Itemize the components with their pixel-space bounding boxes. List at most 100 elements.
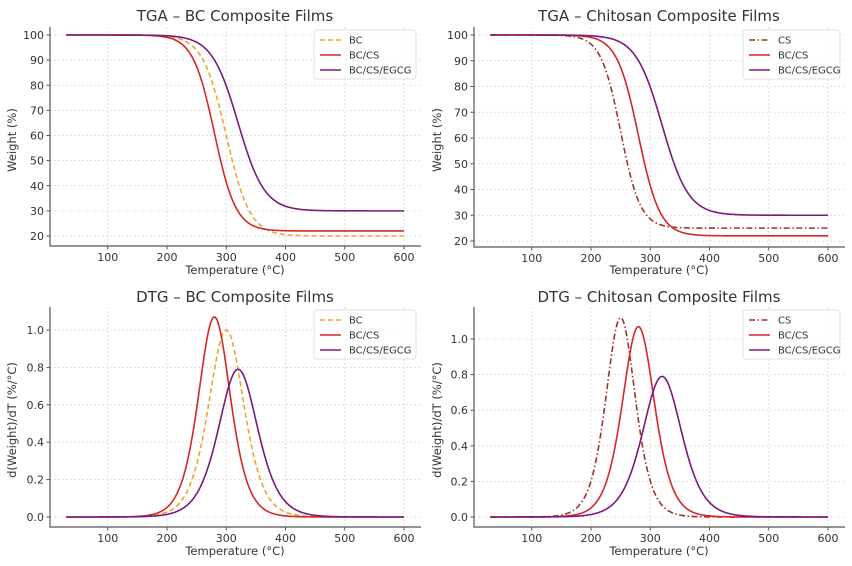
x-tick-label: 400: [275, 532, 296, 545]
legend-label: CS: [778, 316, 791, 327]
y-axis-label: Weight (%): [430, 108, 444, 172]
y-tick-label: 0.4: [451, 440, 469, 453]
x-tick-label: 600: [394, 532, 415, 545]
panel-tga-cs: TGA – Chitosan Composite Films Temperatu…: [430, 7, 845, 277]
axes-spine: [49, 27, 421, 247]
legend-frame: [742, 309, 841, 360]
x-axis-label: Temperature (°C): [608, 544, 708, 558]
x-tick-label: 600: [818, 532, 839, 545]
axes-spine: [49, 307, 421, 528]
axes-spine: [473, 27, 845, 248]
y-axis-label: d(Weight)/dT (%/°C): [5, 362, 19, 478]
panel-dtg-cs: DTG – Chitosan Composite Films Temperatu…: [430, 288, 845, 558]
legend-label: BC/CS/EGCG: [349, 66, 412, 77]
series-line-bc-cs-egcg: [490, 375, 828, 518]
chart-title: TGA – BC Composite Films: [136, 7, 334, 25]
y-tick-label: 1.0: [27, 324, 45, 337]
x-tick-label: 500: [758, 252, 779, 265]
y-tick-label: 90: [454, 55, 468, 68]
x-tick-label: 300: [640, 532, 661, 545]
y-tick-label: 80: [454, 81, 468, 94]
x-tick-label: 200: [581, 252, 602, 265]
y-tick-label: 30: [454, 209, 468, 222]
x-tick-label: 100: [521, 532, 542, 545]
x-axis-label: Temperature (°C): [184, 544, 284, 558]
legend-label: BC/CS: [349, 331, 379, 342]
x-tick-label: 600: [394, 251, 415, 264]
legend: CS BC/CS BC/CS/EGCG: [742, 309, 841, 360]
chart-title: DTG – BC Composite Films: [136, 288, 334, 306]
panel-dtg-bc: DTG – BC Composite Films Temperature (°C…: [5, 288, 421, 558]
chart-title: DTG – Chitosan Composite Films: [538, 288, 781, 306]
legend-label: BC/CS/EGCG: [349, 346, 412, 357]
y-axis-label: d(Weight)/dT (%/°C): [430, 362, 444, 478]
x-tick-label: 200: [581, 532, 602, 545]
x-tick-label: 500: [334, 532, 355, 545]
y-tick-label: 0.6: [451, 404, 469, 417]
x-tick-label: 400: [699, 532, 720, 545]
x-tick-label: 200: [157, 532, 178, 545]
panel-tga-bc: TGA – BC Composite Films Temperature (°C…: [5, 7, 421, 277]
x-tick-label: 400: [699, 252, 720, 265]
y-tick-label: 0.2: [451, 475, 469, 488]
axes-spine: [473, 307, 845, 528]
legend-frame: [313, 309, 417, 360]
y-tick-label: 90: [30, 54, 44, 67]
x-tick-label: 200: [157, 251, 178, 264]
series-line-cs: [490, 34, 828, 229]
legend-label: BC/CS/EGCG: [778, 66, 841, 77]
x-tick-label: 100: [97, 251, 118, 264]
legend-label: BC/CS: [778, 331, 808, 342]
y-tick-label: 20: [454, 235, 468, 248]
y-tick-label: 0.8: [27, 361, 45, 374]
legend-frame: [742, 29, 841, 80]
series-line-bc-cs-egcg: [490, 34, 828, 217]
legend-label: BC/CS: [349, 51, 379, 62]
y-tick-label: 20: [30, 230, 44, 243]
y-tick-label: 40: [454, 184, 468, 197]
y-tick-label: 0.4: [27, 436, 45, 449]
x-tick-label: 100: [97, 532, 118, 545]
y-tick-label: 0.8: [451, 369, 469, 382]
y-tick-label: 30: [30, 205, 44, 218]
y-tick-label: 0.0: [451, 511, 469, 524]
x-axis-label: Temperature (°C): [608, 263, 708, 277]
x-tick-label: 400: [275, 251, 296, 264]
y-tick-label: 1.0: [451, 333, 469, 346]
series-line-bc-cs-egcg: [66, 368, 404, 518]
legend: CS BC/CS BC/CS/EGCG: [742, 29, 841, 80]
y-tick-label: 60: [30, 130, 44, 143]
y-tick-label: 0.0: [27, 511, 45, 524]
x-tick-label: 500: [758, 532, 779, 545]
legend-label: BC: [349, 36, 363, 47]
legend-label: BC/CS/EGCG: [778, 346, 841, 357]
y-tick-label: 0.6: [27, 399, 45, 412]
y-tick-label: 80: [30, 79, 44, 92]
y-tick-label: 0.2: [27, 474, 45, 487]
series-line-bc-cs-egcg: [66, 34, 404, 212]
y-tick-label: 100: [23, 29, 44, 42]
y-tick-label: 60: [454, 132, 468, 145]
y-tick-label: 40: [30, 180, 44, 193]
y-tick-label: 50: [30, 155, 44, 168]
y-tick-label: 50: [454, 158, 468, 171]
legend-label: BC: [349, 316, 363, 327]
x-axis-label: Temperature (°C): [184, 263, 284, 277]
x-tick-label: 300: [216, 251, 237, 264]
chart-title: TGA – Chitosan Composite Films: [537, 7, 780, 25]
x-tick-label: 500: [334, 251, 355, 264]
y-axis-label: Weight (%): [5, 108, 19, 172]
legend: BC BC/CS BC/CS/EGCG: [313, 309, 417, 360]
x-tick-label: 300: [216, 532, 237, 545]
legend: BC BC/CS BC/CS/EGCG: [313, 29, 417, 80]
x-tick-label: 300: [640, 252, 661, 265]
x-tick-label: 600: [818, 252, 839, 265]
x-tick-label: 100: [521, 252, 542, 265]
legend-label: CS: [778, 36, 791, 47]
legend-label: BC/CS: [778, 51, 808, 62]
y-tick-label: 70: [454, 106, 468, 119]
y-tick-label: 100: [447, 29, 468, 42]
legend-frame: [313, 29, 417, 80]
